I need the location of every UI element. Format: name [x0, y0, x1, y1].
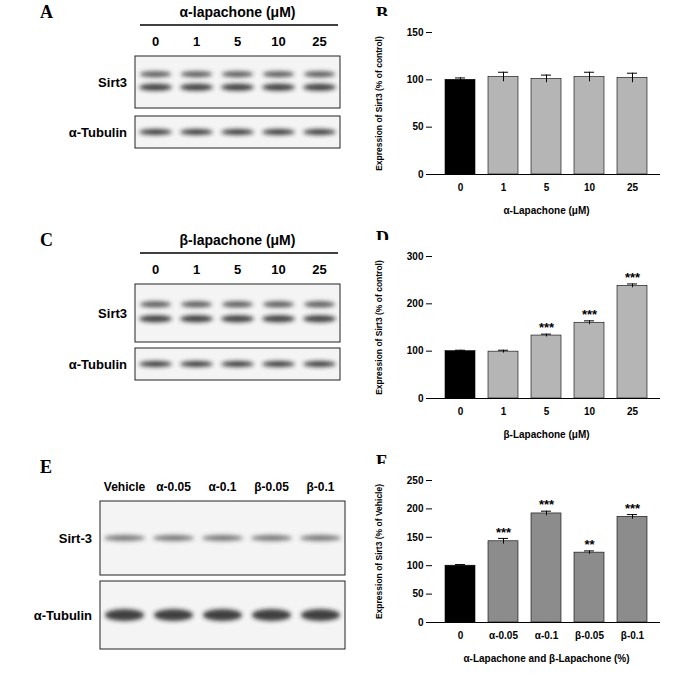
- svg-text:β-Lapachone (μM): β-Lapachone (μM): [503, 429, 589, 440]
- svg-text:250: 250: [407, 475, 424, 486]
- svg-text:0: 0: [458, 406, 464, 417]
- svg-text:5: 5: [544, 406, 550, 417]
- svg-text:α-Lapachone (μM): α-Lapachone (μM): [503, 205, 589, 216]
- svg-text:Vehicle: Vehicle: [104, 480, 146, 494]
- svg-text:10: 10: [271, 262, 285, 277]
- svg-text:α-Tubulin: α-Tubulin: [34, 608, 92, 623]
- svg-text:***: ***: [625, 270, 641, 285]
- svg-text:Expression of Sirt3 (% of cont: Expression of Sirt3 (% of control): [374, 260, 384, 395]
- svg-text:300: 300: [407, 251, 424, 262]
- svg-text:β-0.1: β-0.1: [621, 630, 645, 641]
- svg-text:β-lapachone (μM): β-lapachone (μM): [180, 232, 296, 248]
- svg-text:0: 0: [152, 34, 159, 49]
- svg-text:A: A: [40, 2, 53, 22]
- svg-text:1: 1: [501, 406, 507, 417]
- svg-text:***: ***: [539, 497, 555, 512]
- svg-text:5: 5: [234, 34, 241, 49]
- svg-text:100: 100: [407, 560, 424, 571]
- svg-text:β-0.1: β-0.1: [306, 480, 334, 494]
- svg-text:Sirt3: Sirt3: [98, 75, 127, 90]
- svg-text:25: 25: [627, 182, 639, 193]
- svg-text:25: 25: [312, 262, 326, 277]
- svg-text:50: 50: [412, 121, 424, 132]
- svg-text:10: 10: [271, 34, 285, 49]
- svg-text:200: 200: [407, 503, 424, 514]
- svg-text:0: 0: [418, 393, 424, 404]
- svg-text:Sirt-3: Sirt-3: [59, 531, 92, 546]
- svg-text:β-0.05: β-0.05: [254, 480, 289, 494]
- svg-text:1: 1: [193, 262, 200, 277]
- html-text:B: B: [376, 4, 388, 24]
- svg-text:0: 0: [152, 262, 159, 277]
- svg-text:100: 100: [407, 345, 424, 356]
- svg-text:0: 0: [418, 169, 424, 180]
- svg-text:α-lapachone (μM): α-lapachone (μM): [180, 4, 296, 20]
- svg-text:150: 150: [407, 532, 424, 543]
- svg-text:50: 50: [412, 588, 424, 599]
- svg-text:0: 0: [458, 630, 464, 641]
- svg-text:***: ***: [582, 307, 598, 322]
- svg-text:0: 0: [458, 182, 464, 193]
- svg-text:10: 10: [584, 406, 596, 417]
- svg-text:Expression of Sirt3 (% of Vehi: Expression of Sirt3 (% of Vehicle): [374, 484, 384, 619]
- svg-text:α-Tubulin: α-Tubulin: [69, 125, 127, 140]
- svg-text:1: 1: [193, 34, 200, 49]
- svg-text:5: 5: [234, 262, 241, 277]
- svg-text:0: 0: [418, 617, 424, 628]
- svg-text:150: 150: [407, 27, 424, 38]
- svg-text:C: C: [40, 230, 53, 250]
- svg-text:5: 5: [544, 182, 550, 193]
- svg-text:α-0.05: α-0.05: [489, 630, 518, 641]
- svg-text:100: 100: [407, 74, 424, 85]
- svg-text:***: ***: [539, 320, 555, 335]
- svg-text:α-Tubulin: α-Tubulin: [69, 357, 127, 372]
- svg-text:E: E: [40, 457, 52, 477]
- svg-text:Expression of Sirt3 (% of cont: Expression of Sirt3 (% of control): [374, 36, 384, 171]
- svg-text:β-0.05: β-0.05: [575, 630, 604, 641]
- svg-text:α-Lapachone and β-Lapachone (%: α-Lapachone and β-Lapachone (%): [463, 653, 629, 664]
- svg-text:1: 1: [501, 182, 507, 193]
- svg-text:***: ***: [625, 501, 641, 516]
- svg-text:α-0.05: α-0.05: [156, 480, 191, 494]
- svg-text:25: 25: [627, 406, 639, 417]
- svg-text:**: **: [584, 537, 595, 552]
- svg-text:α-0.1: α-0.1: [535, 630, 559, 641]
- html-text:D: D: [376, 228, 389, 248]
- svg-text:Sirt3: Sirt3: [98, 306, 127, 321]
- svg-text:200: 200: [407, 298, 424, 309]
- svg-text:α-0.1: α-0.1: [208, 480, 236, 494]
- svg-text:25: 25: [312, 34, 326, 49]
- html-text:F: F: [376, 452, 387, 472]
- svg-text:10: 10: [584, 182, 596, 193]
- svg-text:***: ***: [496, 525, 512, 540]
